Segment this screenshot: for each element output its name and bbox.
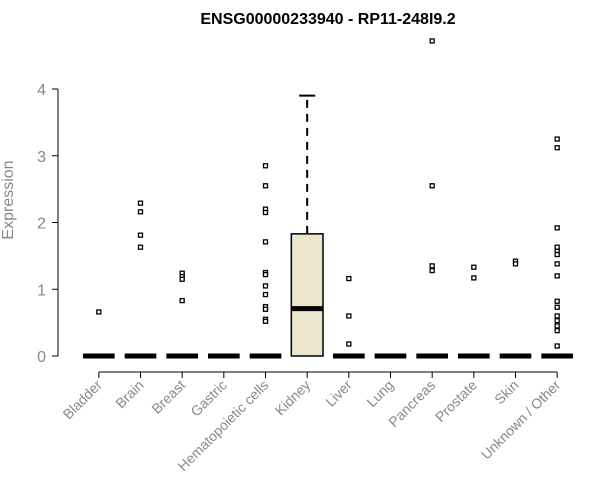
outlier-point xyxy=(554,313,560,319)
outlier-point xyxy=(262,239,269,245)
outlier-point xyxy=(262,318,269,324)
outlier-point xyxy=(471,275,477,281)
outlier-point xyxy=(554,145,560,151)
outlier-point xyxy=(137,200,144,206)
outlier-point xyxy=(471,264,477,270)
x-tick-label: Kidney xyxy=(272,377,314,419)
outlier-point xyxy=(554,298,560,304)
y-tick-label: 4 xyxy=(37,82,46,99)
outlier-point xyxy=(346,341,352,347)
outlier-point xyxy=(262,291,269,298)
box-group xyxy=(249,163,282,359)
outlier-point xyxy=(179,297,185,304)
outlier-point xyxy=(554,343,560,349)
y-tick-label: 2 xyxy=(37,216,46,233)
outlier-point xyxy=(137,209,144,215)
outlier-point xyxy=(262,163,269,169)
x-tick-label: Lung xyxy=(363,377,396,410)
outlier-point xyxy=(262,306,269,312)
box-group xyxy=(541,136,573,359)
chart-title: ENSG00000233940 - RP11-248I9.2 xyxy=(200,11,455,28)
box-group xyxy=(333,275,365,359)
outlier-point xyxy=(554,317,560,324)
outlier-point xyxy=(554,261,560,267)
outlier-point xyxy=(179,276,185,282)
outlier-point xyxy=(429,263,435,269)
outlier-point xyxy=(262,283,269,289)
outlier-point xyxy=(554,225,560,231)
outlier-point xyxy=(429,183,435,189)
outlier-point xyxy=(262,271,269,278)
x-tick-label: Liver xyxy=(322,377,355,410)
y-tick-label: 1 xyxy=(37,282,46,299)
outlier-point xyxy=(137,232,144,238)
outlier-point xyxy=(554,323,560,329)
outlier-point xyxy=(346,275,352,282)
x-tick-label: Brain xyxy=(112,377,146,411)
outlier-point xyxy=(554,136,560,142)
outlier-point xyxy=(262,183,269,189)
outlier-point xyxy=(346,313,352,319)
box xyxy=(290,233,324,357)
outlier-point xyxy=(262,209,269,216)
boxes xyxy=(83,38,573,359)
outlier-point xyxy=(554,327,560,334)
outlier-point xyxy=(429,38,435,44)
outlier-point xyxy=(512,261,519,267)
box-group xyxy=(83,309,115,359)
box-group xyxy=(416,38,448,359)
axes: 0 1 2 3 4 xyxy=(37,82,558,378)
y-tick-label: 3 xyxy=(37,149,46,166)
outlier-point xyxy=(429,267,435,274)
x-tick-label: Bladder xyxy=(60,377,106,423)
y-tick-label: 0 xyxy=(37,349,46,366)
box-group xyxy=(166,270,198,359)
box-group xyxy=(499,258,532,359)
box-group xyxy=(290,94,324,357)
box-group xyxy=(124,200,157,359)
x-tick-label: Unknown / Other xyxy=(478,377,564,463)
x-tick-label: Breast xyxy=(148,377,188,417)
outlier-point xyxy=(554,273,560,279)
x-tick-label: Prostate xyxy=(432,377,480,425)
outlier-point xyxy=(554,251,560,258)
outlier-point xyxy=(96,309,102,315)
y-axis-label: Expression xyxy=(0,160,17,239)
outlier-point xyxy=(137,244,144,250)
box-group xyxy=(458,264,490,359)
outlier-point xyxy=(554,304,560,310)
x-tick-label: Skin xyxy=(491,377,522,408)
